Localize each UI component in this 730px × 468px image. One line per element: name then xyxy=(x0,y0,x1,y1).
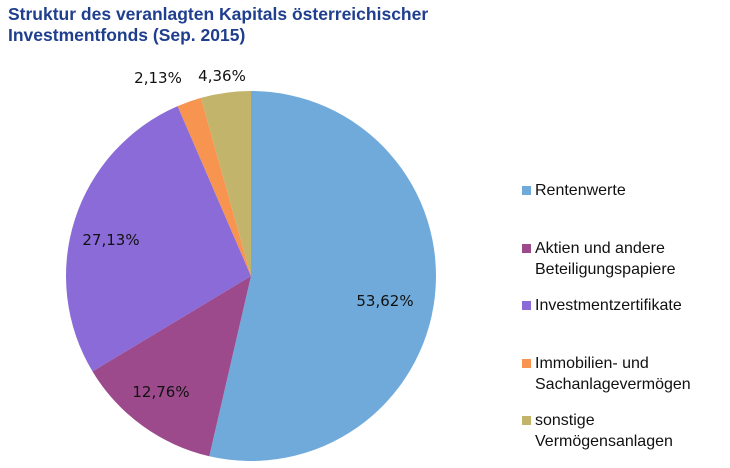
legend-label: Investmentzertifikate xyxy=(535,297,682,314)
data-label-1: 53,62% xyxy=(356,292,413,310)
legend-item-1: Rentenwerte xyxy=(522,180,626,201)
legend: Rentenwerte Aktien und andere Beteiligungs… xyxy=(522,0,730,468)
legend-item-4: Immobilien- und Sachanlagevermögen xyxy=(522,353,691,395)
chart-title-line-1: Struktur des veranlagten Kapitals österr… xyxy=(8,4,429,24)
chart-title-line-2: Investmentfonds (Sep. 2015) xyxy=(8,25,246,45)
legend-item-5: sonstige Vermögensanlagen xyxy=(522,410,673,452)
legend-label: Sachanlagevermögen xyxy=(535,376,691,393)
legend-item-3: Investmentzertifikate xyxy=(522,295,682,316)
legend-swatch xyxy=(522,359,531,368)
legend-swatch xyxy=(522,244,531,253)
legend-label: Immobilien- und xyxy=(535,355,649,372)
legend-label: Vermögensanlagen xyxy=(535,433,673,450)
data-label-4: 2,13% xyxy=(134,69,182,87)
legend-swatch xyxy=(522,416,531,425)
legend-swatch xyxy=(522,301,531,310)
pie-slice-5 xyxy=(200,91,251,276)
pie-slice-1 xyxy=(209,91,436,461)
chart-title: Struktur des veranlagten Kapitals österr… xyxy=(8,4,428,46)
pie-slice-4 xyxy=(177,97,251,276)
data-label-2: 12,76% xyxy=(132,383,189,401)
legend-item-2: Aktien und andere Beteiligungspapiere xyxy=(522,238,676,280)
legend-label: sonstige xyxy=(535,412,595,429)
pie-slice-2 xyxy=(92,276,251,457)
pie-slice-3 xyxy=(66,106,252,372)
data-label-3: 27,13% xyxy=(82,231,139,249)
legend-swatch xyxy=(522,186,531,195)
legend-label: Beteiligungspapiere xyxy=(535,261,676,278)
data-label-5: 4,36% xyxy=(198,67,246,85)
legend-label: Aktien und andere xyxy=(535,240,665,257)
legend-label: Rentenwerte xyxy=(535,182,626,199)
